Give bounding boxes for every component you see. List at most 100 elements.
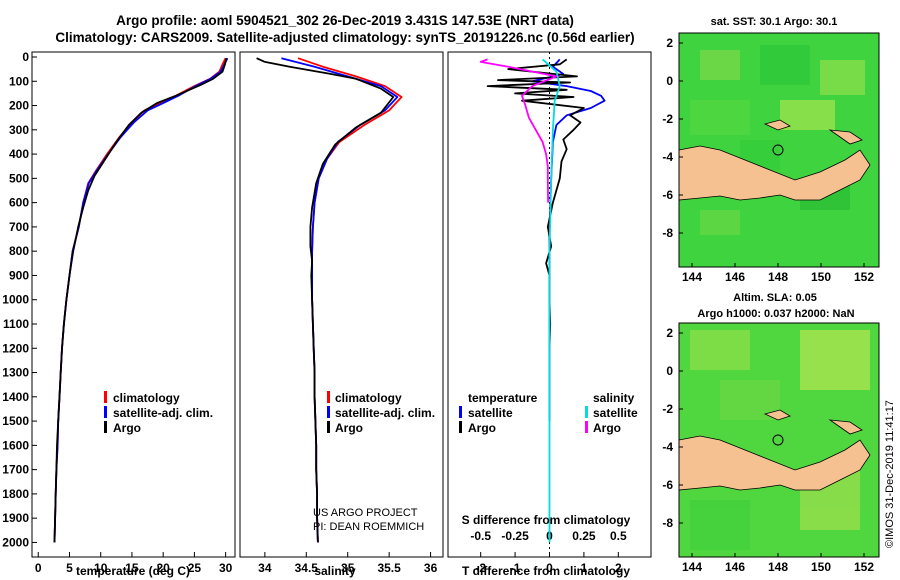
difference-xlabel: T difference from climatology (462, 564, 630, 578)
x-tick-label: 34.5 (295, 561, 319, 575)
legend-label-climatology: climatology (335, 391, 402, 405)
x-tick-label: 10 (94, 561, 108, 575)
map-x-tick-label: 146 (725, 560, 745, 574)
x-tick-label: 0 (35, 561, 42, 575)
depth-tick-label: 1100 (3, 317, 29, 331)
sst-patch (700, 50, 740, 80)
temperature-panel-frame (31, 51, 236, 558)
figure-title-line2: Climatology: CARS2009. Satellite-adjuste… (55, 30, 634, 45)
x-tick-label: 1 (581, 561, 588, 575)
map-y-tick-label: -8 (662, 226, 673, 240)
depth-tick-label: 1700 (2, 463, 29, 477)
legend-label-s-argo: Argo (593, 421, 621, 435)
x-tick-label: 0 (546, 561, 553, 575)
salinity-panel: 34 34.5 35 35.5 36 (256, 57, 438, 575)
depth-tick-label: 400 (9, 147, 29, 161)
temperature-xlabel: temperature (deg C) (76, 564, 190, 578)
map-x-tick-label: 144 (682, 270, 702, 284)
sst-map-land-newguinea (678, 145, 871, 201)
legend-label-climatology: climatology (113, 391, 180, 405)
x-tick-label: 15 (125, 561, 139, 575)
map-y-tick-label: 0 (666, 364, 673, 378)
x-tick-label: 36 (424, 561, 438, 575)
legend-swatch-s-argo (585, 421, 588, 433)
legend-label-t-satellite: satellite (468, 406, 513, 420)
salinity-panel-frame (239, 51, 444, 558)
depth-tick-label: 1900 (2, 511, 29, 525)
legend-label-argo: Argo (113, 421, 141, 435)
map-x-tick-label: 150 (811, 270, 831, 284)
series-line-climatology (53, 57, 227, 543)
x-tick-label: 5 (66, 561, 73, 575)
legend-swatch-argo (327, 421, 330, 433)
legend-label-s-satellite: satellite (593, 406, 638, 420)
sst-map-land-island (828, 129, 863, 145)
depth-tick-label: 1500 (2, 414, 29, 428)
depth-tick-label: 300 (9, 123, 29, 137)
series-line-climatology (297, 57, 403, 543)
map-x-tick-label: 152 (854, 560, 874, 574)
legend-swatch-satellite (104, 406, 107, 418)
map-x-tick-label: 144 (682, 560, 702, 574)
depth-tick-label: 1200 (2, 341, 29, 355)
depth-tick-label: 900 (9, 268, 29, 282)
series-line-satellite-adj-clim- (53, 57, 229, 543)
depth-tick-label: 1800 (2, 487, 29, 501)
map-x-tick-label: 150 (811, 560, 831, 574)
map-x-tick-label: 148 (768, 560, 788, 574)
sst-patch (820, 60, 865, 95)
sst-map-frame (678, 32, 880, 268)
x-tick-label: 25 (188, 561, 202, 575)
imos-stamp: ©IMOS 31-Dec-2019 11:41:17 (884, 400, 896, 548)
project-note-line2: PI: DEAN ROEMMICH (313, 521, 424, 533)
sla-patch (800, 330, 870, 390)
sla-map-frame (678, 322, 880, 558)
legend-swatch-satellite (327, 406, 330, 418)
depth-tick-label: 800 (9, 244, 29, 258)
x-tick-label: 34 (258, 561, 272, 575)
depth-tick-label: 1600 (2, 438, 29, 452)
temperature-legend: climatology satellite-adj. clim. Argo (104, 391, 213, 435)
salinity-legend: climatology satellite-adj. clim. Argo (327, 391, 435, 435)
map-x-tick-label: 148 (768, 270, 788, 284)
difference-legend: temperature satellite Argo salinity sate… (459, 391, 638, 435)
sst-patch (700, 210, 740, 235)
series-line-salinity-satellite (542, 58, 561, 543)
map-y-tick-label: -4 (662, 150, 673, 164)
legend-label-satellite: satellite-adj. clim. (335, 406, 435, 420)
difference-top-xlabel: S difference from climatology (462, 513, 631, 527)
sst-patch (780, 100, 835, 130)
depth-tick-label: 600 (9, 196, 29, 210)
x-tick-label: 35.5 (377, 561, 401, 575)
sla-map (678, 322, 880, 558)
top-x-tick-label: 0.25 (572, 529, 596, 543)
map-y-tick-label: 0 (666, 74, 673, 88)
sst-map-land-island (763, 119, 791, 131)
legend-swatch-s-satellite (585, 406, 588, 418)
x-tick-label: 35 (341, 561, 355, 575)
series-line-salinity-argo (479, 58, 558, 203)
x-tick-label: 30 (219, 561, 233, 575)
series-line-argo (53, 58, 228, 543)
argo-position-marker (772, 144, 784, 156)
sla-map-land-newguinea (678, 435, 871, 491)
map-y-tick-label: -8 (662, 516, 673, 530)
map-y-tick-label: 2 (666, 36, 673, 50)
series-line-temperature-argo (486, 58, 585, 349)
depth-axis: 0 100 200 300 400 500 600 700 800 900 1000 1100 1200… (2, 50, 37, 549)
depth-tick-label: 100 (9, 74, 29, 88)
depth-tick-label: 1000 (2, 293, 29, 307)
map-bottom-title-1: Altim. SLA: 0.05 (733, 292, 817, 304)
salinity-xlabel: salinity (314, 564, 356, 578)
depth-tick-label: 2000 (2, 535, 29, 549)
top-x-tick-label: -0.25 (501, 529, 529, 543)
sla-map-land-island (828, 419, 863, 435)
map-x-tick-label: 152 (854, 270, 874, 284)
legend-swatch-climatology (327, 391, 330, 403)
map-y-tick-label: -2 (662, 112, 673, 126)
map-bottom-title-2: Argo h1000: 0.037 h2000: NaN (697, 308, 854, 320)
legend-swatch-t-satellite (459, 406, 462, 418)
sst-patch (690, 100, 750, 135)
sla-map-land-island (763, 409, 791, 421)
